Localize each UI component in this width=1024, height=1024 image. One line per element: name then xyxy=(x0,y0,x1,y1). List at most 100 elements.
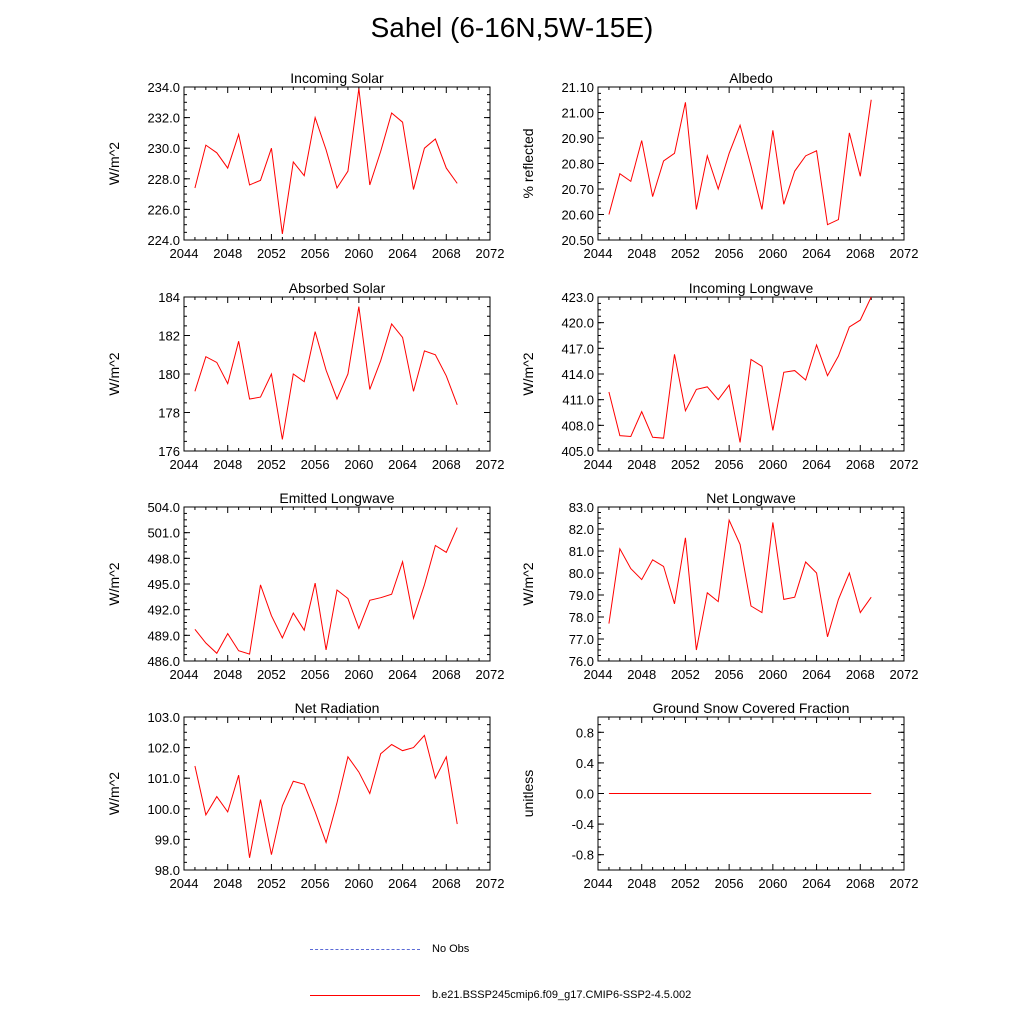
x-tick-label: 2044 xyxy=(584,667,613,682)
legend-obs-swatch xyxy=(310,948,420,950)
y-axis-label: % reflected xyxy=(520,128,536,198)
x-tick-label: 2072 xyxy=(476,876,505,891)
panel-title: Absorbed Solar xyxy=(289,280,386,296)
y-tick-label: 232.0 xyxy=(147,111,180,126)
y-axis-label: W/m^2 xyxy=(106,352,122,395)
x-tick-label: 2068 xyxy=(846,876,875,891)
legend-obs: No Obs xyxy=(310,943,469,955)
x-tick-label: 2044 xyxy=(170,246,199,261)
x-tick-label: 2060 xyxy=(344,667,373,682)
x-tick-label: 2060 xyxy=(344,457,373,472)
y-tick-label: 489.0 xyxy=(147,628,180,643)
y-tick-label: 414.0 xyxy=(561,367,594,382)
legend-model-swatch xyxy=(310,994,420,996)
plot-frame xyxy=(597,86,905,241)
x-tick-label: 2052 xyxy=(257,246,286,261)
x-tick-label: 2044 xyxy=(170,876,199,891)
x-tick-label: 2068 xyxy=(846,667,875,682)
x-tick-label: 2068 xyxy=(846,246,875,261)
panel-title: Albedo xyxy=(729,70,773,86)
y-tick-label: -0.8 xyxy=(572,848,594,863)
x-tick-label: 2072 xyxy=(890,457,919,472)
x-tick-label: 2048 xyxy=(627,876,656,891)
y-tick-label: 224.0 xyxy=(147,233,180,248)
x-tick-label: 2052 xyxy=(671,667,700,682)
panel-title: Incoming Solar xyxy=(290,70,384,86)
y-tick-label: 411.0 xyxy=(562,393,594,408)
panel-7: Ground Snow Covered Fraction unitless 2044… xyxy=(520,700,918,891)
x-tick-label: 2060 xyxy=(758,246,787,261)
y-tick-label: 79.0 xyxy=(569,588,594,603)
x-tick-label: 2072 xyxy=(890,876,919,891)
panel-1: Albedo % reflected 2044 2048 2052 2056 2060 206… xyxy=(520,70,918,261)
x-tick-label: 2072 xyxy=(890,667,919,682)
x-tick-label: 2048 xyxy=(213,667,242,682)
panel-6: Net Radiation W/m^2 2044 2048 2052 2056 2060 20… xyxy=(106,700,504,891)
x-tick-label: 2052 xyxy=(257,667,286,682)
x-tick-label: 2048 xyxy=(213,457,242,472)
panel-2: Absorbed Solar W/m^2 2044 2048 2052 2056 2060 2… xyxy=(106,280,504,472)
y-tick-label: 230.0 xyxy=(147,141,180,156)
x-tick-label: 2064 xyxy=(802,246,831,261)
y-tick-label: 234.0 xyxy=(147,80,180,95)
panel-title: Net Radiation xyxy=(295,700,380,716)
y-tick-label: 0.0 xyxy=(576,787,594,802)
x-tick-label: 2072 xyxy=(476,667,505,682)
legend-obs-label: No Obs xyxy=(432,943,470,955)
y-tick-label: 76.0 xyxy=(569,654,594,669)
y-tick-label: 423.0 xyxy=(561,290,594,305)
y-tick-label: 101.0 xyxy=(147,771,180,786)
x-tick-label: 2068 xyxy=(432,876,461,891)
x-tick-label: 2044 xyxy=(584,246,613,261)
x-tick-label: 2052 xyxy=(257,457,286,472)
y-tick-label: 420.0 xyxy=(561,316,594,331)
y-tick-label: 0.8 xyxy=(576,725,594,740)
y-axis-label: W/m^2 xyxy=(106,562,122,605)
y-tick-label: 495.0 xyxy=(147,577,180,592)
y-tick-label: 180 xyxy=(158,367,180,382)
x-tick-label: 2060 xyxy=(344,876,373,891)
x-tick-label: 2044 xyxy=(584,876,613,891)
y-tick-label: 100.0 xyxy=(147,802,180,817)
y-tick-label: 81.0 xyxy=(569,544,594,559)
x-tick-label: 2064 xyxy=(388,246,417,261)
x-tick-label: 2060 xyxy=(758,667,787,682)
y-tick-label: 20.80 xyxy=(561,157,594,172)
y-tick-label: 486.0 xyxy=(147,654,180,669)
y-tick-label: 20.50 xyxy=(561,233,594,248)
x-tick-label: 2056 xyxy=(301,667,330,682)
y-tick-label: 98.0 xyxy=(155,863,180,878)
y-tick-label: 102.0 xyxy=(147,741,180,756)
y-tick-label: 408.0 xyxy=(561,418,594,433)
y-tick-label: 20.70 xyxy=(561,182,594,197)
panel-title: Incoming Longwave xyxy=(689,280,814,296)
y-tick-label: 184 xyxy=(158,290,180,305)
y-tick-label: 0.4 xyxy=(576,756,594,771)
x-tick-label: 2044 xyxy=(170,457,199,472)
series-line xyxy=(608,99,872,226)
x-tick-label: 2052 xyxy=(671,457,700,472)
y-axis-label: W/m^2 xyxy=(106,772,122,815)
y-axis-label: W/m^2 xyxy=(520,352,536,395)
x-tick-label: 2060 xyxy=(344,246,373,261)
series-line xyxy=(194,306,458,440)
figure-title: Sahel (6-16N,5W-15E) xyxy=(370,12,654,43)
x-tick-label: 2072 xyxy=(476,246,505,261)
y-tick-label: 82.0 xyxy=(569,522,594,537)
x-tick-label: 2048 xyxy=(627,667,656,682)
y-tick-label: 176 xyxy=(158,444,180,459)
x-tick-label: 2056 xyxy=(301,246,330,261)
y-tick-label: 417.0 xyxy=(561,341,594,356)
y-tick-label: -0.4 xyxy=(572,817,594,832)
panel-3: Incoming Longwave W/m^2 2044 2048 2052 2056 20… xyxy=(520,280,918,472)
x-tick-label: 2068 xyxy=(846,457,875,472)
x-tick-label: 2064 xyxy=(802,876,831,891)
x-tick-label: 2044 xyxy=(584,457,613,472)
x-tick-label: 2056 xyxy=(301,876,330,891)
y-tick-label: 228.0 xyxy=(147,172,180,187)
y-tick-label: 20.90 xyxy=(561,131,594,146)
x-tick-label: 2048 xyxy=(627,246,656,261)
legend-model: b.e21.BSSP245cmip6.f09_g17.CMIP6-SSP2-4.… xyxy=(310,989,691,1001)
x-tick-label: 2052 xyxy=(671,876,700,891)
